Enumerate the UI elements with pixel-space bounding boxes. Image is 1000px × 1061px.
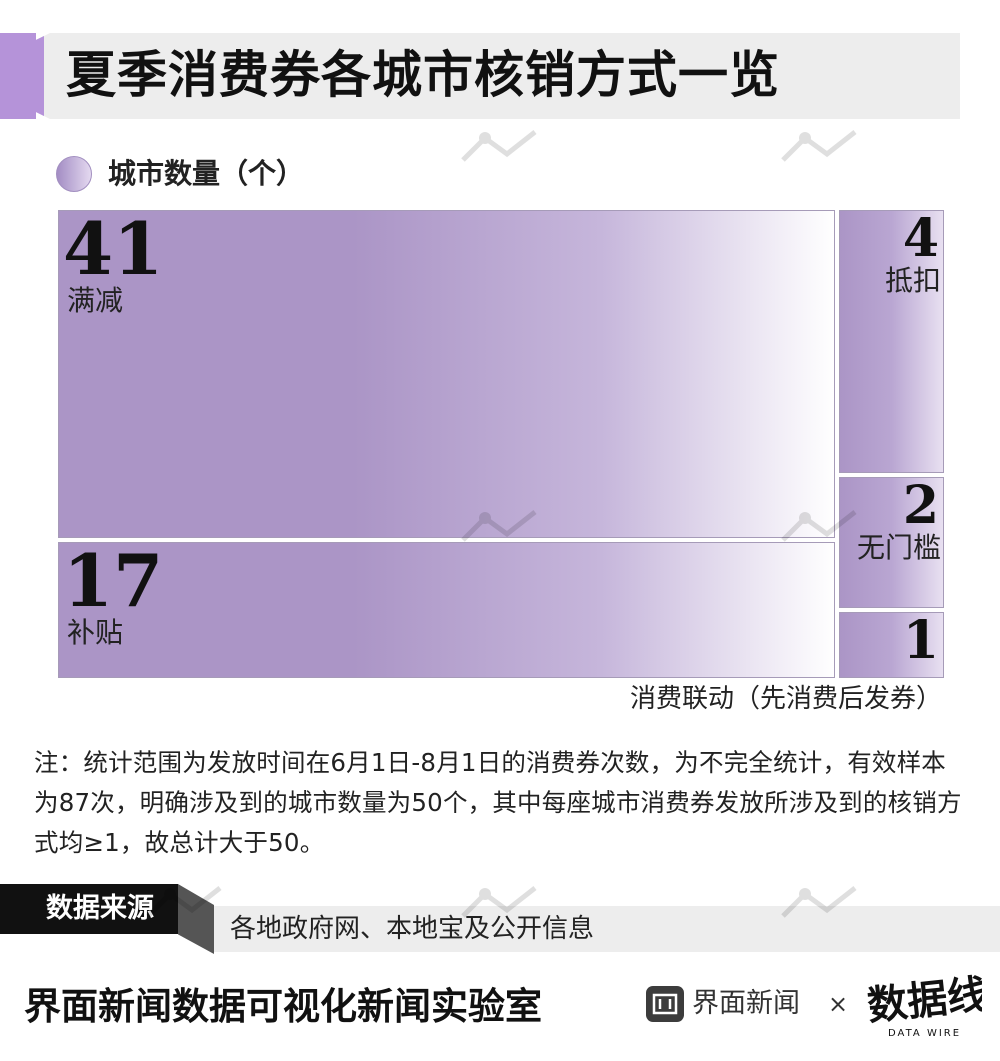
treemap-tile: 1 — [839, 612, 944, 678]
source-tag-label: 数据来源 — [46, 893, 154, 924]
treemap-tile: 2 无门槛 — [839, 477, 944, 608]
jiemian-logo-icon — [646, 986, 684, 1022]
treemap-chart: 41 满减 17 补贴 4 抵扣 2 无门槛 1 — [58, 210, 944, 678]
tile-value: 4 — [902, 208, 939, 269]
source-fold — [178, 884, 214, 954]
cross-icon: × — [828, 990, 849, 1018]
title-accent — [0, 33, 44, 119]
tile-value: 2 — [902, 475, 939, 536]
tile-label: 抵扣 — [884, 264, 941, 297]
footer: 界面新闻数据可视化新闻实验室 界面新闻 × 数据线 DATA WIRE — [0, 966, 1000, 1061]
treemap-tile: 41 满减 — [58, 210, 835, 538]
watermark-icon — [781, 130, 857, 162]
source-bar: 各地政府网、本地宝及公开信息 — [214, 906, 1000, 952]
data-wire-logo: 数据线 DATA WIRE — [865, 968, 989, 1046]
legend-label: 城市数量（个） — [108, 157, 305, 190]
brand-name: 界面新闻 — [692, 988, 800, 1019]
watermark-icon — [461, 130, 537, 162]
title-band: 夏季消费券各城市核销方式一览 — [0, 33, 960, 119]
source-text: 各地政府网、本地宝及公开信息 — [230, 914, 595, 944]
tile-label-below: 消费联动（先消费后发券） — [629, 684, 942, 714]
treemap-tile: 4 抵扣 — [839, 210, 944, 473]
tile-value: 17 — [63, 538, 164, 623]
treemap-tile: 17 补贴 — [58, 542, 835, 678]
data-wire-logo-sub: DATA WIRE — [888, 1028, 961, 1039]
source-band: 数据来源 各地政府网、本地宝及公开信息 — [0, 884, 1000, 954]
tile-value: 41 — [63, 206, 164, 291]
source-tag: 数据来源 — [0, 884, 178, 934]
footnote: 注：统计范围为发放时间在6月1日-8月1日的消费券次数，为不完全统计，有效样本为… — [34, 748, 962, 857]
tile-label: 满减 — [67, 284, 124, 317]
tile-label: 补贴 — [67, 616, 124, 649]
page-title: 夏季消费券各城市核销方式一览 — [66, 46, 780, 104]
tile-value: 1 — [902, 610, 939, 671]
legend-swatch — [56, 156, 92, 192]
data-wire-logo-text: 数据线 — [866, 971, 982, 1030]
tile-label: 无门槛 — [856, 531, 941, 564]
lab-name: 界面新闻数据可视化新闻实验室 — [24, 985, 542, 1028]
